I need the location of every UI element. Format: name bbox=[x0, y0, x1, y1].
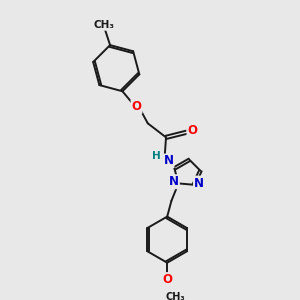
Text: N: N bbox=[194, 177, 204, 190]
Text: N: N bbox=[169, 175, 179, 188]
Text: N: N bbox=[164, 154, 174, 167]
Text: O: O bbox=[162, 273, 172, 286]
Text: CH₃: CH₃ bbox=[165, 292, 185, 300]
Text: O: O bbox=[131, 100, 142, 113]
Text: O: O bbox=[188, 124, 197, 137]
Text: CH₃: CH₃ bbox=[94, 20, 115, 30]
Text: H: H bbox=[152, 151, 161, 161]
